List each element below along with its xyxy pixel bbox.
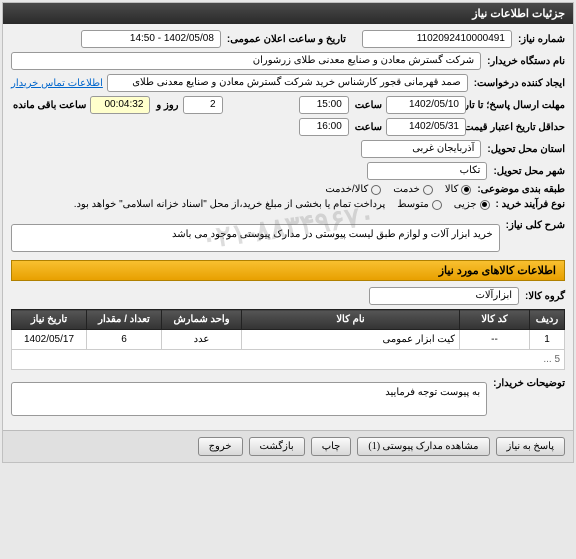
contact-link[interactable]: اطلاعات تماس خریدار	[11, 78, 103, 89]
deadline-time: 15:00	[299, 96, 349, 114]
radio-icon	[461, 185, 471, 195]
th-qty: تعداد / مقدار	[87, 310, 162, 330]
group-field: ابزارآلات	[369, 287, 519, 305]
table-row[interactable]: 1 -- کیت ابزار عمومی عدد 6 1402/05/17	[12, 330, 565, 350]
th-unit: واحد شمارش	[162, 310, 242, 330]
print-button[interactable]: چاپ	[311, 437, 352, 456]
process-radios: جزیی متوسط	[397, 199, 489, 210]
button-bar: پاسخ به نیاز مشاهده مدارک پیوستی (1) چاپ…	[3, 430, 573, 462]
deadline-label: مهلت ارسال پاسخ؛ تا تاریخ:	[470, 100, 565, 111]
group-label: گروه کالا:	[523, 291, 565, 302]
creator-label: ایجاد کننده درخواست:	[472, 78, 565, 89]
days-label: روز و	[154, 100, 178, 111]
table-header-row: ردیف کد کالا نام کالا واحد شمارش تعداد /…	[12, 310, 565, 330]
sharh-label: شرح کلی نیاز:	[504, 220, 565, 231]
province-field: آذربایجان غربی	[361, 140, 481, 158]
table-more-row[interactable]: 5 ...	[12, 350, 565, 370]
niaz-no-field: 1102092410000491	[362, 30, 512, 48]
category-radios: کالا خدمت کالا/خدمت	[325, 184, 471, 195]
deadline-time-label: ساعت	[353, 100, 382, 111]
th-row: ردیف	[530, 310, 565, 330]
radio-icon	[432, 200, 442, 210]
buyer-field: شرکت گسترش معادن و صنایع معدنی طلای زرشو…	[11, 52, 481, 70]
valid-time-label: ساعت	[353, 122, 382, 133]
remain-label: ساعت باقی مانده	[11, 100, 86, 111]
valid-time: 16:00	[299, 118, 349, 136]
cat-khadamat-radio[interactable]: خدمت	[393, 184, 433, 195]
deadline-date: 1402/05/10	[386, 96, 466, 114]
radio-icon	[423, 185, 433, 195]
buyer-label: نام دستگاه خریدار:	[485, 56, 565, 67]
notes-label: توضیحات خریدار:	[491, 378, 565, 389]
radio-icon	[480, 200, 490, 210]
radio-icon	[371, 185, 381, 195]
announce-field: 1402/05/08 - 14:50	[81, 30, 221, 48]
process-label: نوع فرآیند خرید :	[494, 199, 565, 210]
city-field: تکاب	[367, 162, 487, 180]
valid-label: حداقل تاریخ اعتبار قیمت؛ تا تاریخ:	[470, 122, 565, 133]
proc-jozi-radio[interactable]: جزیی	[454, 199, 490, 210]
attachments-button[interactable]: مشاهده مدارک پیوستی (1)	[357, 437, 489, 456]
category-label: طبقه بندی موضوعی:	[475, 184, 565, 195]
th-date: تاریخ نیاز	[12, 310, 87, 330]
items-section-header: اطلاعات کالاهای مورد نیاز	[11, 260, 565, 281]
cat-both-radio[interactable]: کالا/خدمت	[325, 184, 381, 195]
th-name: نام کالا	[242, 310, 460, 330]
back-button[interactable]: بازگشت	[249, 437, 305, 456]
valid-date: 1402/05/31	[386, 118, 466, 136]
announce-label: تاریخ و ساعت اعلان عمومی:	[225, 34, 346, 45]
th-code: کد کالا	[460, 310, 530, 330]
province-label: استان محل تحویل:	[485, 144, 565, 155]
cat-kala-radio[interactable]: کالا	[445, 184, 472, 195]
sharh-box: خرید ابزار آلات و لوازم طبق لیست پیوستی …	[11, 224, 500, 252]
proc-note: پرداخت تمام یا بخشی از مبلغ خرید،از محل …	[74, 199, 394, 210]
titlebar: جزئیات اطلاعات نیاز	[3, 3, 573, 24]
remain-field: 00:04:32	[90, 96, 150, 114]
form-area: ۰۲۱-۸۸۳۴۹۶۷۰ شماره نیاز: 110209241000049…	[3, 24, 573, 430]
items-table: ردیف کد کالا نام کالا واحد شمارش تعداد /…	[11, 309, 565, 370]
niaz-no-label: شماره نیاز:	[516, 34, 565, 45]
notes-box: به پیوست توجه فرمایید	[11, 382, 487, 416]
respond-button[interactable]: پاسخ به نیاز	[496, 437, 566, 456]
days-field: 2	[183, 96, 223, 114]
city-label: شهر محل تحویل:	[491, 166, 565, 177]
creator-field: صمد قهرمانی قجور کارشناس خرید شرکت گسترش…	[107, 74, 468, 92]
main-panel: جزئیات اطلاعات نیاز ۰۲۱-۸۸۳۴۹۶۷۰ شماره ن…	[2, 2, 574, 463]
exit-button[interactable]: خروج	[198, 437, 243, 456]
proc-motevasset-radio[interactable]: متوسط	[397, 199, 441, 210]
